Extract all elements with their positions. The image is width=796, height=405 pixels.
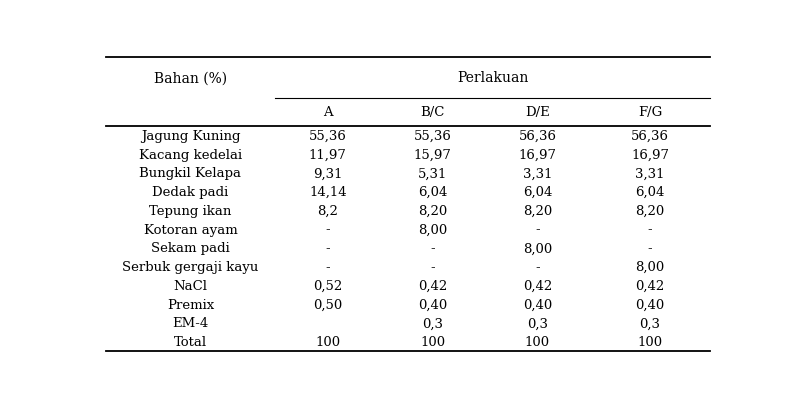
Text: 0,3: 0,3 [639, 317, 661, 330]
Text: F/G: F/G [638, 106, 662, 119]
Text: 56,36: 56,36 [631, 130, 669, 143]
Text: Jagung Kuning: Jagung Kuning [141, 130, 240, 143]
Text: Kotoran ayam: Kotoran ayam [143, 223, 237, 236]
Text: 5,31: 5,31 [418, 167, 447, 180]
Text: Perlakuan: Perlakuan [457, 71, 529, 85]
Text: 0,42: 0,42 [523, 279, 552, 292]
Text: -: - [648, 242, 653, 255]
Text: 3,31: 3,31 [635, 167, 665, 180]
Text: Dedak padi: Dedak padi [152, 185, 228, 198]
Text: 8,2: 8,2 [318, 204, 338, 217]
Text: 0,40: 0,40 [523, 298, 552, 311]
Text: 0,52: 0,52 [313, 279, 342, 292]
Text: 100: 100 [525, 335, 550, 348]
Text: Kacang kedelai: Kacang kedelai [139, 148, 242, 161]
Text: 8,20: 8,20 [523, 204, 552, 217]
Text: 6,04: 6,04 [418, 185, 447, 198]
Text: 0,42: 0,42 [635, 279, 665, 292]
Text: Bungkil Kelapa: Bungkil Kelapa [139, 167, 241, 180]
Text: 8,00: 8,00 [523, 242, 552, 255]
Text: D/E: D/E [525, 106, 550, 119]
Text: -: - [648, 223, 653, 236]
Text: 16,97: 16,97 [631, 148, 669, 161]
Text: 55,36: 55,36 [414, 130, 451, 143]
Text: 8,00: 8,00 [418, 223, 447, 236]
Text: 6,04: 6,04 [523, 185, 552, 198]
Text: 0,42: 0,42 [418, 279, 447, 292]
Text: 0,3: 0,3 [422, 317, 443, 330]
Text: 0,3: 0,3 [527, 317, 548, 330]
Text: A: A [323, 106, 333, 119]
Text: Premix: Premix [167, 298, 214, 311]
Text: 9,31: 9,31 [313, 167, 342, 180]
Text: 14,14: 14,14 [309, 185, 346, 198]
Text: -: - [326, 223, 330, 236]
Text: Sekam padi: Sekam padi [151, 242, 230, 255]
Text: -: - [326, 242, 330, 255]
Text: -: - [535, 260, 540, 273]
Text: -: - [535, 223, 540, 236]
Text: 8,20: 8,20 [635, 204, 665, 217]
Text: 0,40: 0,40 [635, 298, 665, 311]
Text: 0,50: 0,50 [313, 298, 342, 311]
Text: 11,97: 11,97 [309, 148, 347, 161]
Text: 15,97: 15,97 [414, 148, 451, 161]
Text: 0,40: 0,40 [418, 298, 447, 311]
Text: 8,20: 8,20 [418, 204, 447, 217]
Text: -: - [431, 260, 435, 273]
Text: 8,00: 8,00 [635, 260, 665, 273]
Text: 3,31: 3,31 [523, 167, 552, 180]
Text: B/C: B/C [420, 106, 445, 119]
Text: -: - [431, 242, 435, 255]
Text: Tepung ikan: Tepung ikan [150, 204, 232, 217]
Text: 56,36: 56,36 [518, 130, 556, 143]
Text: 16,97: 16,97 [518, 148, 556, 161]
Text: 100: 100 [638, 335, 662, 348]
Text: 100: 100 [420, 335, 445, 348]
Text: Total: Total [174, 335, 207, 348]
Text: 100: 100 [315, 335, 341, 348]
Text: EM-4: EM-4 [173, 317, 209, 330]
Text: Serbuk gergaji kayu: Serbuk gergaji kayu [123, 260, 259, 273]
Text: Bahan (%): Bahan (%) [154, 71, 227, 85]
Text: 6,04: 6,04 [635, 185, 665, 198]
Text: NaCl: NaCl [174, 279, 208, 292]
Text: -: - [326, 260, 330, 273]
Text: 55,36: 55,36 [309, 130, 347, 143]
